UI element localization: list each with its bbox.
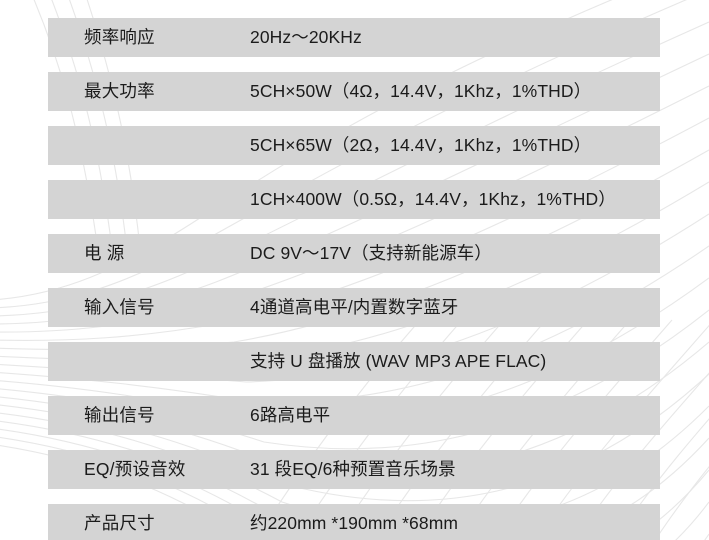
table-row: 支持 U 盘播放 (WAV MP3 APE FLAC) (48, 342, 660, 381)
spec-value: 1CH×400W（0.5Ω，14.4V，1Khz，1%THD） (250, 189, 616, 209)
spec-value: 5CH×50W（4Ω，14.4V，1Khz，1%THD） (250, 81, 592, 101)
spec-value: 31 段EQ/6种预置音乐场景 (250, 459, 456, 479)
spec-label: 电 源 (84, 243, 125, 263)
spec-label: 输入信号 (84, 297, 155, 317)
spec-value: 5CH×65W（2Ω，14.4V，1Khz，1%THD） (250, 135, 592, 155)
table-row: 最大功率 5CH×50W（4Ω，14.4V，1Khz，1%THD） (48, 72, 660, 111)
spec-value: 约220mm *190mm *68mm (250, 513, 459, 533)
table-row: 频率响应 20Hz～20KHz (48, 18, 660, 57)
spec-value: 支持 U 盘播放 (WAV MP3 APE FLAC) (250, 351, 547, 371)
table-row: 电 源 DC 9V～17V（支持新能源车） (48, 234, 660, 273)
table-row: EQ/预设音效 31 段EQ/6种预置音乐场景 (48, 450, 660, 489)
spec-value: 6路高电平 (250, 405, 331, 425)
table-row: 5CH×65W（2Ω，14.4V，1Khz，1%THD） (48, 126, 660, 165)
spec-label: 频率响应 (84, 27, 155, 47)
spec-value: 20Hz～20KHz (250, 27, 362, 47)
table-row: 输出信号 6路高电平 (48, 396, 660, 435)
spec-value: DC 9V～17V（支持新能源车） (250, 243, 492, 263)
spec-value: 4通道高电平/内置数字蓝牙 (250, 297, 459, 317)
table-row: 产品尺寸 约220mm *190mm *68mm (48, 504, 660, 540)
spec-label: 输出信号 (84, 405, 155, 425)
spec-label: EQ/预设音效 (84, 459, 186, 479)
spec-label: 产品尺寸 (84, 513, 155, 533)
spec-label: 最大功率 (84, 81, 155, 101)
table-row: 1CH×400W（0.5Ω，14.4V，1Khz，1%THD） (48, 180, 660, 219)
table-row: 输入信号 4通道高电平/内置数字蓝牙 (48, 288, 660, 327)
